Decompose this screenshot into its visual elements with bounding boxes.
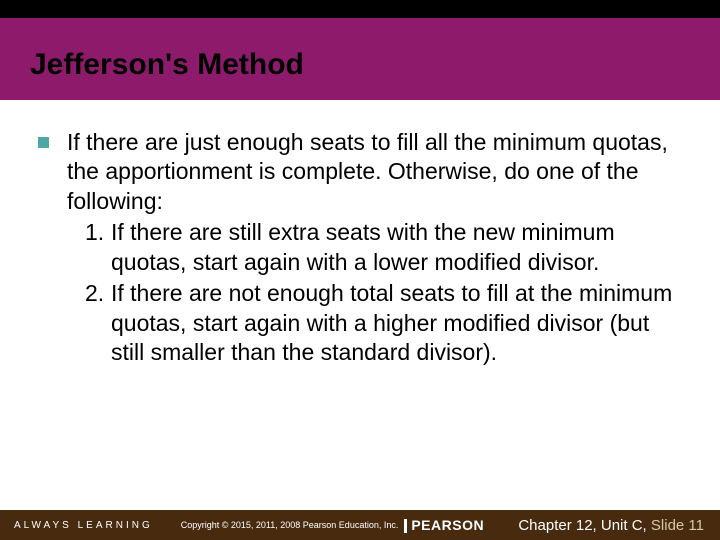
content-area: If there are just enough seats to fill a…: [0, 100, 720, 368]
always-learning-text: ALWAYS LEARNING: [14, 520, 153, 531]
bullet-icon: [38, 137, 49, 148]
header-black-strip: [0, 0, 720, 18]
body-text: If there are just enough seats to fill a…: [67, 128, 682, 368]
footer-bar: ALWAYS LEARNING Copyright © 2015, 2011, …: [0, 510, 720, 540]
chapter-text: Chapter 12, Unit C,: [518, 517, 646, 534]
slide-title: Jefferson's Method: [30, 48, 304, 82]
chapter-info: Chapter 12, Unit C, Slide 11: [518, 517, 704, 534]
copyright-text: Copyright © 2015, 2011, 2008 Pearson Edu…: [181, 520, 399, 530]
intro-text: If there are just enough seats to fill a…: [67, 128, 682, 216]
slide-number: Slide 11: [651, 517, 704, 534]
list-item: 2. If there are not enough total seats t…: [85, 279, 682, 367]
pearson-logo-text: PEARSON: [411, 517, 484, 533]
pearson-bar-icon: [404, 519, 407, 533]
pearson-logo: PEARSON: [404, 517, 484, 533]
numbered-list: 1. If there are still extra seats with t…: [85, 218, 682, 367]
header-bar: Jefferson's Method: [0, 0, 720, 100]
item-text: If there are still extra seats with the …: [111, 218, 682, 277]
item-text: If there are not enough total seats to f…: [111, 279, 682, 367]
item-number: 1.: [85, 218, 111, 277]
bullet-item: If there are just enough seats to fill a…: [38, 128, 682, 368]
item-number: 2.: [85, 279, 111, 367]
list-item: 1. If there are still extra seats with t…: [85, 218, 682, 277]
